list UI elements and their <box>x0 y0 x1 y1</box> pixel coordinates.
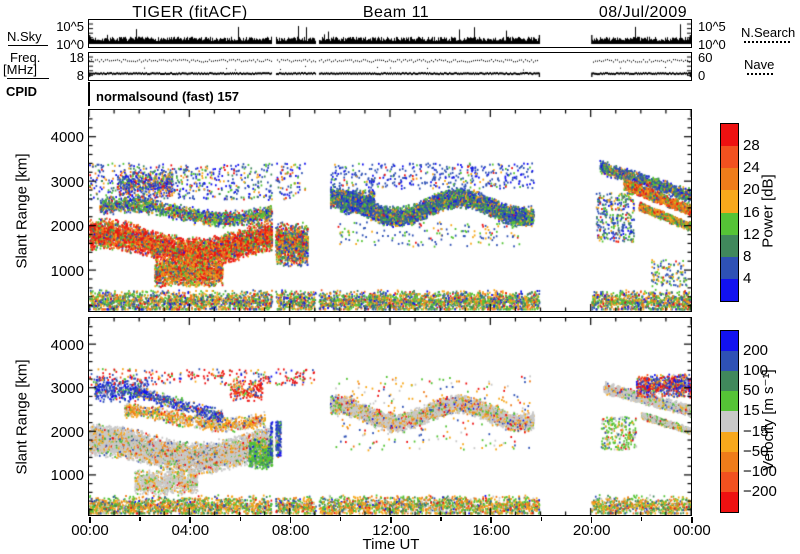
power-colorbar <box>720 123 739 302</box>
nave-dotted-line-legend <box>747 73 773 75</box>
range-tick-label: 4000 <box>50 129 84 147</box>
velocity-rti-canvas <box>89 318 691 515</box>
time-tick-label: 20:00 <box>572 522 611 539</box>
beam-label: Beam 11 <box>362 4 430 21</box>
colorbar-tick-label: 100 <box>743 362 769 380</box>
colorbar-tick-label: 28 <box>743 137 760 155</box>
freq-strip-canvas <box>89 53 691 80</box>
range-tick-label: 3000 <box>50 380 84 398</box>
freq-solid-line-legend <box>7 78 49 79</box>
colorbar-segment <box>721 491 738 512</box>
time-outward-tick <box>189 517 191 523</box>
colorbar-segment <box>721 278 738 301</box>
time-tick-label: 00:00 <box>673 522 711 539</box>
power-rti-panel <box>88 109 692 312</box>
power-yaxis-label: Slant Range [km] <box>13 153 31 269</box>
range-tick-label: 2000 <box>50 218 84 236</box>
time-outward-tick <box>139 517 141 521</box>
nave-legend-label: Nave <box>744 57 775 72</box>
range-tick-label: 3000 <box>50 173 84 191</box>
range-tick-label: 1000 <box>50 467 84 485</box>
velocity-yaxis-label: Slant Range [km] <box>13 359 31 475</box>
power-rti-canvas <box>89 110 691 311</box>
time-tick-label: 04:00 <box>171 522 210 539</box>
nsearch-dotted-line-legend <box>744 41 790 43</box>
freq-left-tick-top: 18 <box>69 50 84 65</box>
time-outward-tick <box>691 517 693 523</box>
colorbar-tick-label: 15 <box>743 402 760 420</box>
velocity-rti-panel <box>88 317 692 516</box>
colorbar-segment <box>721 256 738 279</box>
nsky-strip-panel <box>88 19 692 48</box>
cpid-label: CPID <box>6 84 38 99</box>
nsky-solid-line-legend <box>8 45 48 46</box>
colorbar-segment <box>721 371 738 392</box>
colorbar-segment <box>721 451 738 472</box>
freq-strip-panel <box>88 52 692 81</box>
time-tick-label: 16:00 <box>472 522 511 539</box>
time-tick-label: 00:00 <box>71 522 109 539</box>
range-tick-label: 2000 <box>50 423 84 441</box>
time-outward-tick <box>339 517 342 521</box>
time-outward-tick <box>89 517 91 523</box>
colorbar-segment <box>721 431 738 452</box>
nsky-left-tick-top: 10^5 <box>56 19 84 34</box>
cpid-axis-line <box>88 82 90 106</box>
nsearch-legend-label: N.Search <box>741 25 796 40</box>
freq-label-line1: Freq. <box>10 50 41 65</box>
nave-right-tick-bottom: 0 <box>698 68 706 83</box>
colorbar-tick-label: 8 <box>743 247 752 265</box>
colorbar-tick-label: 24 <box>743 159 760 177</box>
colorbar-segment <box>721 471 738 492</box>
time-outward-tick <box>239 517 241 521</box>
colorbar-tick-label: 16 <box>743 203 760 221</box>
colorbar-segment <box>721 146 738 169</box>
range-tick-label: 1000 <box>50 262 84 280</box>
time-outward-tick <box>440 517 442 521</box>
colorbar-segment <box>721 351 738 372</box>
colorbar-tick-label: 4 <box>743 269 752 287</box>
colorbar-segment <box>721 411 738 432</box>
colorbar-segment <box>721 234 738 257</box>
time-outward-tick <box>289 517 292 523</box>
time-tick-label: 12:00 <box>372 522 410 539</box>
nsky-strip-canvas <box>89 20 691 47</box>
colorbar-segment <box>721 212 738 235</box>
velocity-colorbar <box>720 330 739 513</box>
nsky-label: N.Sky <box>7 29 42 44</box>
time-tick-label: 08:00 <box>271 522 310 539</box>
time-outward-tick <box>540 517 542 521</box>
colorbar-segment <box>721 391 738 412</box>
colorbar-tick-label: −50 <box>743 442 769 460</box>
date-label: 08/Jul/2009 <box>598 4 688 21</box>
nsky-left-tick-bottom: 10^0 <box>56 37 84 52</box>
colorbar-tick-label: 20 <box>743 181 760 199</box>
colorbar-segment <box>721 190 738 213</box>
time-outward-tick <box>390 517 392 523</box>
colorbar-tick-label: −200 <box>743 482 777 500</box>
freq-label-line2: [MHz] <box>3 62 37 77</box>
range-tick-label: 4000 <box>50 336 84 354</box>
power-colorbar-title: Power [dB] <box>759 174 777 248</box>
freq-left-tick-bottom: 8 <box>76 68 84 83</box>
time-axis-title: Time UT <box>362 536 420 553</box>
nsearch-right-tick-top: 10^5 <box>698 19 726 34</box>
time-outward-tick <box>640 517 643 521</box>
colorbar-segment <box>721 331 738 352</box>
colorbar-tick-label: 50 <box>743 382 760 400</box>
nsearch-right-tick-bottom: 10^0 <box>698 37 726 52</box>
nave-right-tick-top: 60 <box>698 50 713 65</box>
colorbar-segment <box>721 168 738 191</box>
colorbar-segment <box>721 124 738 147</box>
colorbar-tick-label: 12 <box>743 225 760 243</box>
colorbar-tick-label: −100 <box>743 462 777 480</box>
cpid-value: normalsound (fast) 157 <box>96 89 240 104</box>
time-outward-tick <box>590 517 593 523</box>
colorbar-tick-label: −15 <box>743 422 769 440</box>
colorbar-tick-label: 200 <box>743 342 769 360</box>
page-title: TIGER (fitACF) <box>132 4 248 21</box>
time-outward-tick <box>490 517 492 523</box>
